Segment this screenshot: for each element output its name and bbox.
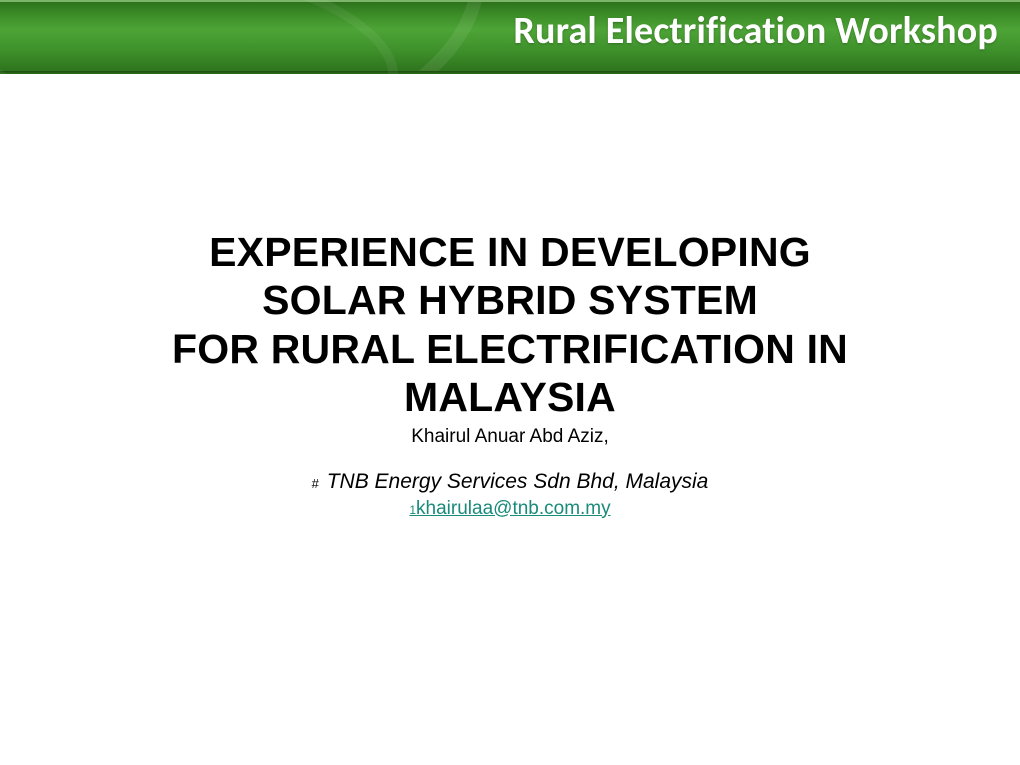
header-band: Rural Electrification Workshop bbox=[0, 0, 1020, 74]
affiliation-line: # TNB Energy Services Sdn Bhd, Malaysia bbox=[0, 470, 1020, 494]
main-title: EXPERIENCE IN DEVELOPING SOLAR HYBRID SY… bbox=[0, 228, 1020, 422]
email-link[interactable]: khairulaa@tnb.com.my bbox=[416, 498, 611, 519]
title-line-4: MALAYSIA bbox=[404, 374, 616, 420]
affiliation-marker: # bbox=[312, 476, 319, 491]
slide: Rural Electrification Workshop EXPERIENC… bbox=[0, 0, 1020, 765]
header-top-accent bbox=[0, 0, 1020, 2]
title-line-3: FOR RURAL ELECTRIFICATION IN bbox=[172, 326, 848, 372]
header-bottom-accent bbox=[0, 71, 1020, 74]
email-line: 1khairulaa@tnb.com.my bbox=[0, 498, 1020, 520]
affiliation-text: TNB Energy Services Sdn Bhd, Malaysia bbox=[327, 470, 709, 493]
author-name: Khairul Anuar Abd Aziz, bbox=[0, 426, 1020, 448]
title-line-2: SOLAR HYBRID SYSTEM bbox=[262, 277, 758, 323]
title-line-1: EXPERIENCE IN DEVELOPING bbox=[209, 229, 811, 275]
header-title: Rural Electrification Workshop bbox=[513, 8, 998, 54]
content-area: EXPERIENCE IN DEVELOPING SOLAR HYBRID SY… bbox=[0, 228, 1020, 520]
